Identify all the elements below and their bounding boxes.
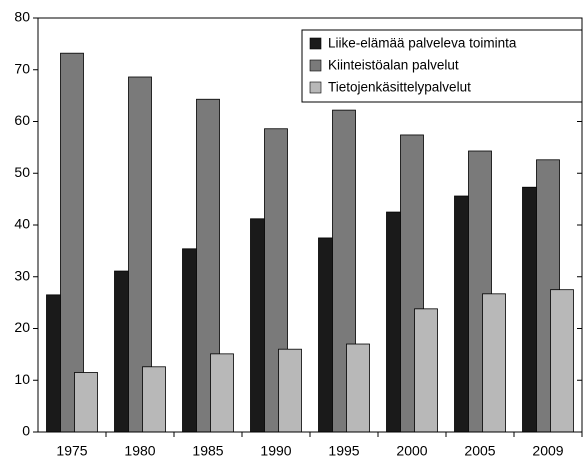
legend-box: [301, 29, 583, 103]
legend-label: Tietojenkäsittelypalvelut: [328, 80, 471, 95]
bar: [210, 353, 234, 433]
x-tick-label: 1990: [260, 443, 291, 459]
bar: [278, 348, 302, 433]
bar: [74, 372, 98, 433]
x-tick-label: 2009: [532, 443, 563, 459]
plot-frame: [37, 17, 583, 433]
bar: [414, 308, 438, 433]
legend: Liike-elämää palveleva toiminta Kiinteist…: [301, 29, 583, 103]
x-tick-label: 1975: [56, 443, 87, 459]
x-tick-label: 1995: [328, 443, 359, 459]
y-tick-label: 60: [14, 112, 30, 128]
y-tick-label: 30: [14, 267, 30, 283]
x-tick-label: 1980: [124, 443, 155, 459]
y-tick-label: 0: [22, 423, 30, 439]
legend-swatch: [309, 37, 322, 50]
bar: [550, 289, 574, 433]
legend-label: Kiinteistöalan palvelut: [328, 58, 459, 73]
legend-swatch: [309, 59, 322, 72]
bar: [482, 293, 506, 433]
y-tick-label: 10: [14, 371, 30, 387]
bar: [346, 343, 370, 433]
y-tick-label: 80: [14, 9, 30, 25]
y-tick-label: 40: [14, 216, 30, 232]
y-tick-label: 70: [14, 60, 30, 76]
legend-label: Liike-elämää palveleva toiminta: [328, 36, 517, 51]
x-tick-label: 1985: [192, 443, 223, 459]
y-tick-label: 20: [14, 319, 30, 335]
x-tick-label: 2000: [396, 443, 427, 459]
bar: [142, 366, 166, 433]
x-tick-label: 2005: [464, 443, 495, 459]
y-tick-label: 50: [14, 164, 30, 180]
legend-swatch: [309, 81, 322, 94]
